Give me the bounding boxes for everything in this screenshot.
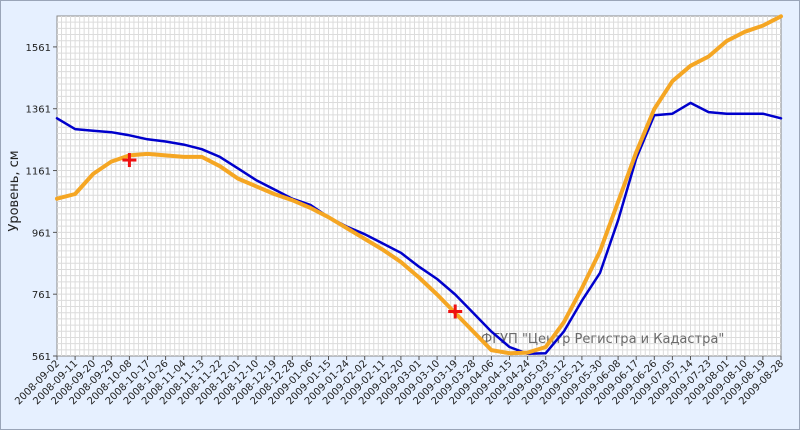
markers-group bbox=[122, 153, 463, 319]
x-axis-ticks: 2008-09-022008-09-112008-09-202008-09-29… bbox=[13, 356, 786, 407]
y-tick-label: 561 bbox=[32, 352, 51, 363]
y-axis-label: Уровень, см bbox=[7, 150, 22, 231]
grid bbox=[57, 16, 781, 356]
y-tick-label: 1161 bbox=[26, 167, 51, 178]
y-axis-ticks: 561 761 961 1161 1361 1561 bbox=[26, 43, 57, 363]
y-tick-label: 761 bbox=[32, 290, 51, 301]
red-cross-marker bbox=[448, 304, 463, 319]
series-group bbox=[55, 14, 783, 356]
series-line-2 bbox=[55, 14, 783, 356]
series-line-1 bbox=[55, 101, 783, 356]
red-cross-marker bbox=[122, 153, 137, 168]
y-tick-label: 1561 bbox=[26, 43, 51, 54]
y-tick-label: 961 bbox=[32, 228, 51, 239]
y-tick-label: 1361 bbox=[26, 105, 51, 116]
watermark: ФГУП "Центр Регистра и Кадастра" bbox=[481, 332, 724, 347]
